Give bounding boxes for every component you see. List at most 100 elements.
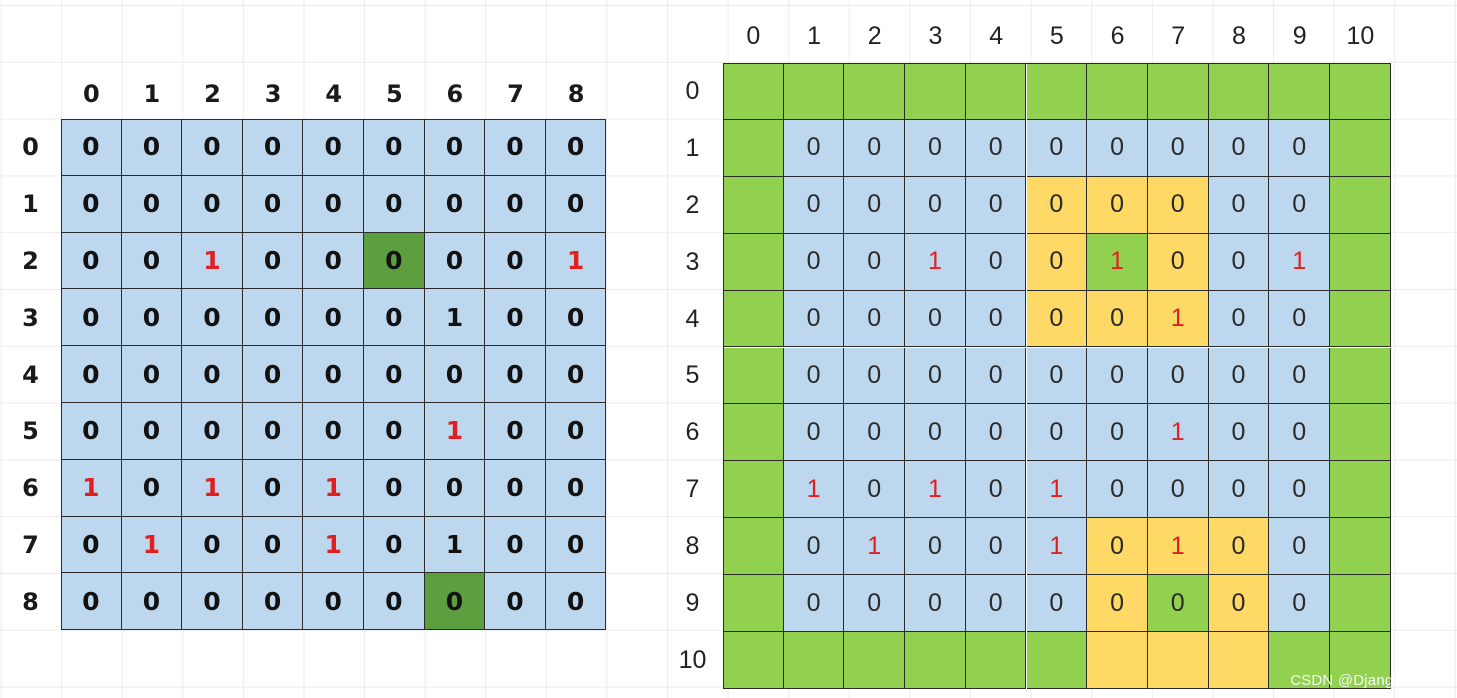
grid-cell: 0 — [242, 232, 304, 290]
grid-cell: 0 — [242, 119, 304, 176]
grid-cell: 0 — [424, 232, 486, 290]
grid-cell: 0 — [545, 459, 607, 517]
grid-cell: 0 — [485, 175, 546, 233]
column-header: 1 — [807, 22, 821, 50]
grid-cell: 0 — [1087, 518, 1148, 576]
grid-cell: 1 — [545, 232, 607, 290]
column-header: 7 — [507, 79, 524, 108]
grid-cell: 0 — [844, 119, 906, 177]
grid-cell: 1 — [844, 518, 906, 576]
grid-cell: 1 — [1147, 404, 1209, 462]
grid-cell: 0 — [1208, 290, 1270, 348]
grid-cell: 0 — [1208, 347, 1270, 405]
column-header: 7 — [1171, 22, 1186, 50]
row-header: 2 — [22, 246, 39, 275]
grid-cell: 0 — [182, 289, 243, 347]
grid-cell: 0 — [905, 347, 966, 405]
grid-cell: 0 — [1087, 347, 1148, 405]
grid-cell: 0 — [1269, 404, 1330, 462]
grid-cell — [1147, 632, 1209, 689]
grid-cell — [965, 632, 1027, 689]
grid-cell: 0 — [424, 346, 486, 403]
grid-cell: 0 — [545, 289, 607, 347]
grid-cell: 0 — [182, 119, 243, 176]
grid-cell: 0 — [242, 175, 304, 233]
grid-cell: 0 — [121, 403, 183, 460]
grid-cell — [1330, 233, 1391, 291]
grid-cell: 0 — [242, 289, 304, 347]
row-header: 1 — [22, 190, 39, 219]
grid-cell: 1 — [1147, 518, 1209, 576]
grid-cell: 0 — [783, 233, 845, 291]
grid-cell: 0 — [783, 404, 845, 462]
grid-cell — [905, 63, 966, 120]
grid-cell: 0 — [783, 575, 845, 632]
column-header: 5 — [385, 79, 403, 108]
grid-cell: 0 — [242, 459, 304, 517]
grid-cell: 0 — [1208, 518, 1270, 576]
grid-cell: 0 — [182, 175, 243, 233]
grid-cell — [1208, 63, 1270, 120]
grid-cell: 0 — [905, 176, 966, 234]
grid-cell — [1330, 290, 1391, 348]
grid-cell: 0 — [545, 175, 607, 233]
grid-cell: 0 — [965, 176, 1027, 234]
grid-cell: 0 — [1269, 461, 1330, 519]
grid-cell: 1 — [1026, 461, 1088, 519]
grid-cell: 0 — [1208, 119, 1270, 177]
grid-cell: 0 — [1269, 290, 1330, 348]
grid-cell: 0 — [61, 573, 122, 631]
grid-cell: 0 — [905, 404, 966, 462]
grid-cell: 0 — [1026, 119, 1088, 177]
row-header: 0 — [685, 76, 700, 105]
grid-cell: 1 — [121, 516, 183, 574]
grid-cell: 0 — [965, 461, 1027, 519]
grid-cell — [1330, 518, 1391, 576]
grid-cell: 0 — [182, 516, 243, 574]
grid-cell: 0 — [905, 119, 966, 177]
grid-cell: 0 — [303, 346, 364, 403]
grid-cell: 0 — [364, 175, 425, 233]
grid-cell: 0 — [1269, 575, 1330, 632]
grid-cell: 0 — [485, 346, 546, 403]
grid-cell — [1330, 575, 1391, 632]
grid-cell: 0 — [1208, 233, 1270, 291]
grid-cell: 0 — [1026, 176, 1088, 234]
grid-cell: 0 — [242, 403, 304, 460]
grid-cell: 0 — [303, 232, 364, 290]
grid-cell — [1330, 632, 1391, 689]
grid-cell — [1269, 632, 1330, 689]
grid-cell: 0 — [844, 575, 906, 632]
grid-cell: 0 — [364, 346, 425, 403]
row-header: 7 — [685, 475, 700, 504]
grid-cell: 0 — [545, 346, 607, 403]
grid-cell — [723, 347, 784, 405]
grid-cell: 0 — [61, 346, 122, 403]
grid-cell: 0 — [303, 289, 364, 347]
column-header: 1 — [143, 79, 161, 108]
row-header: 7 — [22, 530, 39, 559]
grid-cell: 0 — [182, 346, 243, 403]
grid-cell: 0 — [242, 516, 304, 574]
grid-cell: 0 — [844, 461, 906, 519]
grid-cell — [1087, 632, 1148, 689]
column-header: 2 — [867, 22, 882, 50]
grid-cell: 0 — [1026, 347, 1088, 405]
grid-cell: 0 — [121, 459, 183, 517]
grid-cell: 1 — [905, 461, 966, 519]
grid-cell — [1208, 632, 1270, 689]
grid-cell: 0 — [242, 573, 304, 631]
grid-cell: 0 — [783, 518, 845, 576]
column-header: 4 — [325, 79, 343, 108]
grid-cell: 0 — [303, 403, 364, 460]
grid-cell: 1 — [1026, 518, 1088, 576]
column-header: 9 — [1292, 22, 1307, 50]
row-header: 5 — [22, 417, 39, 446]
grid-cell: 0 — [1087, 176, 1148, 234]
grid-cell: 0 — [905, 290, 966, 348]
grid-cell: 0 — [783, 290, 845, 348]
grid-cell: 0 — [1147, 347, 1209, 405]
column-header: 5 — [1049, 22, 1064, 50]
row-header: 0 — [22, 133, 39, 162]
grid-cell — [723, 176, 784, 234]
